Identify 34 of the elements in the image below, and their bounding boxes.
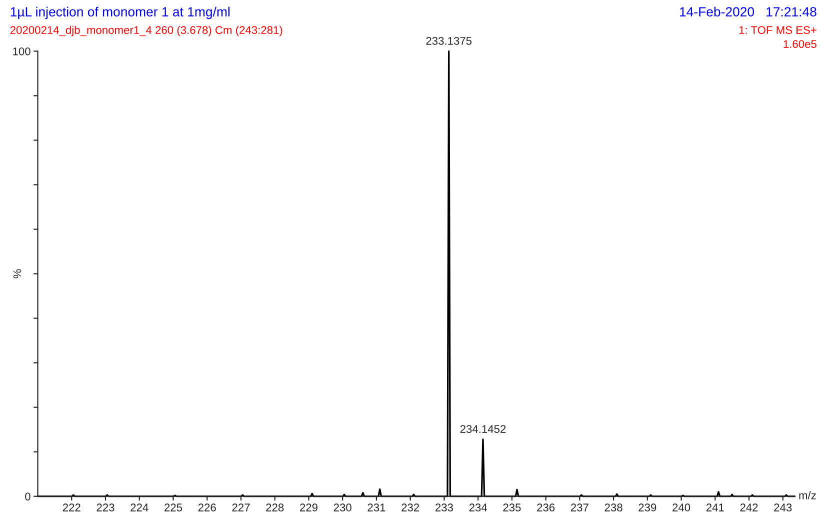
x-tick-label: 232 [402, 504, 420, 512]
x-tick-label: 237 [570, 504, 588, 512]
y-tick-label: 0 [25, 492, 30, 500]
x-tick-label: 240 [672, 504, 690, 512]
x-tick-label: 225 [164, 504, 182, 512]
text: 14-Feb-2020 17:21:48 [680, 6, 816, 16]
x-tick-label: 223 [96, 504, 114, 512]
x-tick-label: 226 [198, 504, 216, 512]
text: 1: TOF MS ES+ [739, 26, 816, 34]
x-tick-label: 233 [435, 504, 453, 512]
x-tick-label: 235 [503, 504, 521, 512]
annotation: 233.1375 [426, 36, 472, 45]
annotation: 234.1452 [460, 425, 506, 433]
x-tick-label: 241 [706, 504, 724, 512]
text: 1.60e5 [784, 40, 816, 48]
x-tick-label: 227 [232, 504, 250, 512]
line-series [36, 50, 796, 498]
x-tick-label: 230 [334, 504, 352, 512]
x-tick-label: 234 [469, 504, 487, 512]
x-tick-label: 229 [300, 504, 318, 512]
y-tick-label: 100 [13, 47, 30, 56]
chart-subtitle: 20200214_djb_monomer1_4 260 (3.678) Cm (243:281) [10, 26, 282, 36]
x-tick-label: 231 [368, 504, 386, 512]
y-axis-title: % [13, 269, 22, 278]
chart-title: 1µL injection of monomer 1 at 1mg/ml [10, 6, 230, 20]
x-tick-label: 242 [740, 504, 758, 512]
x-tick-label: 243 [774, 504, 792, 512]
x-tick-label: 236 [537, 504, 555, 512]
x-tick-label: 238 [604, 504, 622, 512]
x-tick-label: 239 [638, 504, 656, 512]
x-tick-label: 228 [266, 504, 284, 512]
x-tick-label: 224 [130, 504, 148, 512]
x-axis-title: m/z [799, 491, 816, 500]
x-tick-label: 222 [62, 504, 80, 512]
